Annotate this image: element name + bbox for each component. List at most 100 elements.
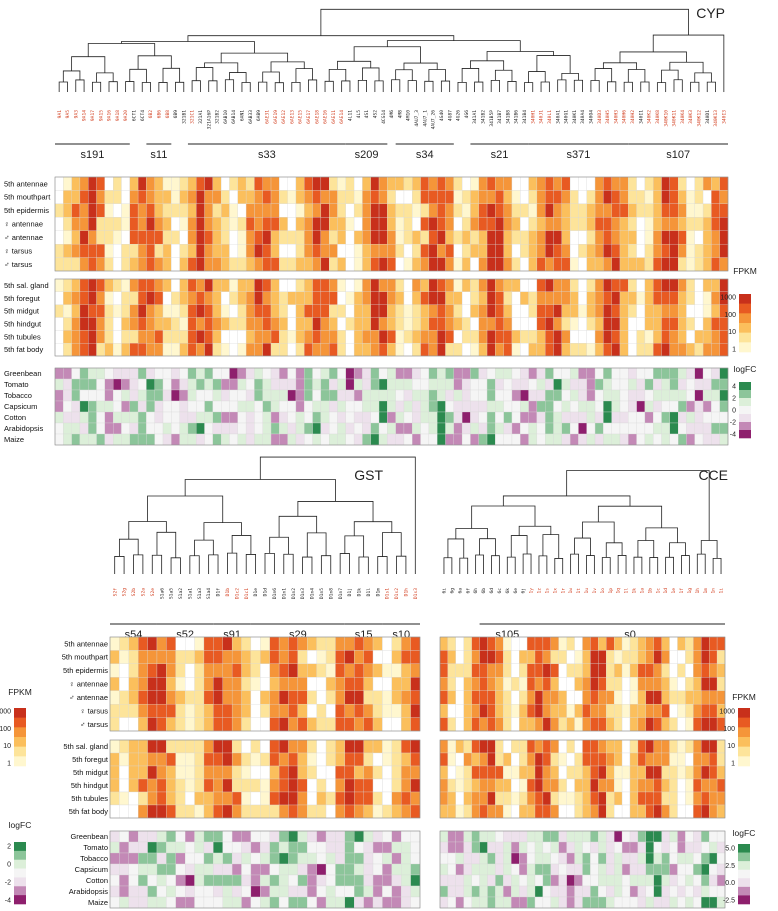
legend-tick: 10 (727, 743, 735, 750)
fpkm-cell (329, 257, 338, 272)
logfc-cell (428, 367, 438, 380)
fpkm-cell (685, 765, 694, 780)
fpkm-cell (54, 330, 64, 344)
logfc-cell (653, 389, 662, 402)
logfc-cell (677, 874, 686, 887)
fpkm-cell (237, 257, 247, 272)
logfc-cell (550, 852, 559, 865)
fpkm-cell (636, 217, 646, 231)
row-label: 5th epidermis (63, 666, 108, 675)
logfc-cell (295, 389, 305, 402)
fpkm-cell (598, 677, 607, 691)
gene-label: D1n2 (291, 588, 297, 599)
fpkm-cell (185, 778, 195, 793)
logfc-cell (237, 422, 247, 435)
fpkm-cell (645, 677, 654, 691)
gene-label: 340O4 (589, 110, 595, 124)
fpkm-cell (669, 190, 679, 205)
fpkm-cell (645, 690, 654, 705)
fpkm-cell (445, 304, 454, 318)
fpkm-cell (250, 663, 261, 678)
fpkm-cell (237, 278, 247, 292)
fpkm-cell (621, 690, 631, 705)
logfc-cell (387, 367, 396, 380)
fpkm-cell (204, 190, 214, 205)
fpkm-cell (262, 304, 272, 318)
logfc-cell (558, 896, 567, 909)
fpkm-cell (461, 304, 471, 318)
fpkm-cell (329, 176, 338, 191)
fpkm-cell (520, 278, 529, 292)
fpkm-cell (611, 330, 621, 344)
fpkm-cell (447, 690, 456, 705)
fpkm-cell (528, 230, 538, 245)
fpkm-cell (378, 291, 388, 305)
fpkm-cell (212, 217, 222, 231)
fpkm-cell (461, 278, 471, 292)
logfc-cell (716, 841, 726, 854)
logfc-cell (685, 830, 694, 843)
fpkm-cell (109, 765, 120, 780)
logfc-cell (669, 874, 678, 887)
logfc-cell (606, 841, 615, 854)
fpkm-cell (578, 343, 587, 357)
logfc-cell (719, 367, 729, 380)
logfc-cell (344, 896, 355, 909)
fpkm-cell (147, 791, 158, 806)
dendrogram-branch (227, 552, 238, 574)
fpkm-cell (629, 739, 639, 754)
logfc-cell (221, 400, 230, 413)
dendrogram-branch (518, 525, 552, 536)
gene-label: 6AE14 (339, 110, 345, 124)
fpkm-cell (503, 190, 513, 205)
logfc-cell (594, 389, 604, 402)
fpkm-cell (611, 217, 621, 231)
fpkm-cell (461, 190, 471, 205)
logfc-cell (245, 411, 255, 424)
fpkm-cell (185, 765, 195, 780)
fpkm-cell (304, 257, 313, 272)
fpkm-cell (445, 343, 454, 357)
fpkm-cell (279, 330, 288, 344)
fpkm-cell (312, 176, 322, 191)
fpkm-cell (344, 703, 355, 718)
dendrogram-branch (220, 52, 289, 63)
dendrogram-branch (407, 80, 417, 92)
fpkm-cell (702, 317, 712, 331)
logfc-cell (382, 874, 392, 887)
logfc-cell (171, 389, 180, 402)
logfc-cell (269, 830, 280, 843)
fpkm-cell (478, 176, 488, 191)
logfc-cell (354, 896, 364, 909)
fpkm-cell (606, 791, 615, 806)
dendrogram-branch (561, 72, 579, 81)
logfc-cell (221, 367, 230, 380)
fpkm-cell (569, 190, 579, 205)
dendrogram-branch (623, 81, 633, 92)
legend-tick: -2 (730, 420, 736, 427)
logfc-cell (109, 874, 120, 887)
gene-label: 1v (592, 588, 598, 594)
logfc-cell (372, 885, 383, 898)
logfc-cell (229, 367, 238, 380)
legend-swatch (14, 868, 26, 878)
fpkm-cell (412, 176, 421, 191)
logfc-cell (645, 852, 654, 865)
fpkm-cell (119, 752, 129, 767)
fpkm-cell (279, 203, 288, 218)
fpkm-cell (463, 636, 472, 651)
fpkm-cell (113, 243, 122, 258)
fpkm-cell (353, 243, 363, 258)
fpkm-cell (229, 343, 238, 357)
fpkm-cell (511, 663, 520, 678)
fpkm-cell (378, 304, 388, 318)
fpkm-cell (278, 636, 289, 651)
fpkm-cell (661, 690, 670, 705)
fpkm-cell (79, 304, 89, 318)
logfc-cell (420, 400, 430, 413)
logfc-cell (231, 841, 242, 854)
fpkm-cell (550, 717, 559, 732)
logfc-cell (204, 411, 214, 424)
dendrogram-branch (607, 81, 617, 92)
fpkm-cell (241, 690, 252, 705)
